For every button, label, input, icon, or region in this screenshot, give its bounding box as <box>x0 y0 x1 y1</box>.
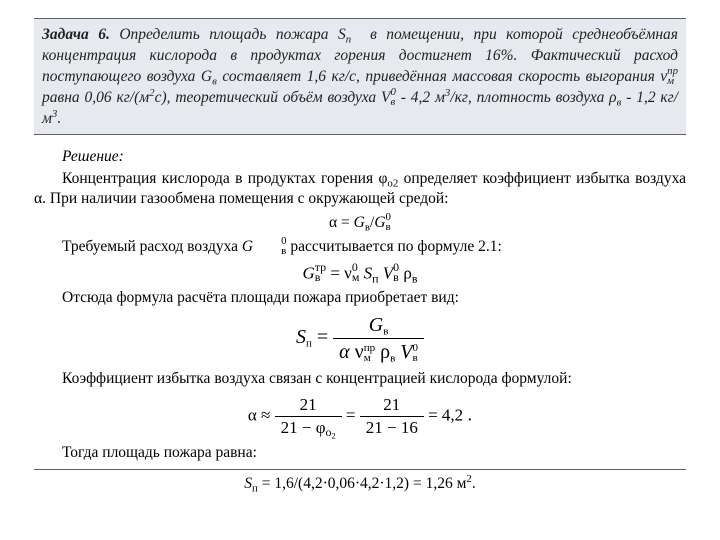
solution-paragraph-2: Требуемый расход воздуха G0в рассчитывае… <box>34 237 686 257</box>
formula-result: Sп = 1,6/(4,2·0,06·4,2·1,2) = 1,26 м2. <box>34 474 686 494</box>
solution-paragraph-4: Коэффициент избытка воздуха связан с кон… <box>34 369 686 389</box>
problem-title: Задача 6. <box>42 26 110 43</box>
divider <box>34 469 686 470</box>
problem-text: Определить площадь пожара Sп в помещении… <box>42 26 678 127</box>
solution-body: Решение: Концентрация кислорода в продук… <box>34 135 686 494</box>
solution-paragraph-1: Концентрация кислорода в продуктах горен… <box>34 169 686 209</box>
problem-statement-box: Задача 6. Определить площадь пожара Sп в… <box>34 18 686 135</box>
formula-alpha-value: α ≈ 21 21 − φо2 = 21 21 − 16 = 4,2 . <box>34 394 686 439</box>
formula-alpha-definition: α = Gв/G0в <box>34 213 686 233</box>
solution-heading: Решение: <box>34 147 686 167</box>
solution-paragraph-3: Отсюда формула расчёта площади пожара пр… <box>34 288 686 308</box>
formula-required-airflow: Gтрв = ν0м Sп V0в ρв <box>34 262 686 285</box>
solution-paragraph-5: Тогда площадь пожара равна: <box>34 443 686 463</box>
formula-fire-area: Sп = Gв α νпрм ρв V0в <box>34 312 686 365</box>
page: Задача 6. Определить площадь пожара Sп в… <box>0 0 720 508</box>
